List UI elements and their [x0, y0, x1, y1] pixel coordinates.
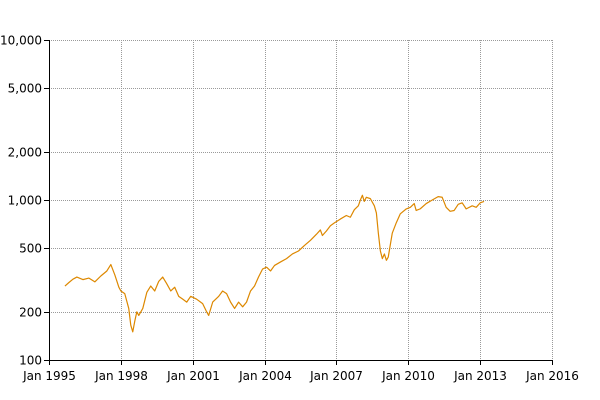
x-tick-label: Jan 2010 — [381, 369, 435, 383]
y-tick-label: 200 — [19, 306, 42, 320]
y-tick-label: 500 — [19, 242, 42, 256]
y-tick-label: 1,000 — [8, 194, 42, 208]
grid — [49, 40, 553, 361]
x-tick-label: Jan 2013 — [453, 369, 507, 383]
x-tick-label: Jan 2016 — [525, 369, 579, 383]
series-line — [64, 194, 485, 333]
x-tick-label: Jan 1998 — [94, 369, 148, 383]
tick-labels: 100 200 500 1,000 2,000 5,000 10,000 Jan 1995 Ja… — [0, 34, 579, 384]
y-tick-label: 10,000 — [0, 34, 42, 48]
y-tick-label: 2,000 — [8, 146, 42, 160]
x-tick-label: Jan 2004 — [238, 369, 292, 383]
x-tick-label: Jan 2007 — [309, 369, 363, 383]
y-tick-label: 5,000 — [8, 82, 42, 96]
x-tick-label: Jan 1995 — [22, 369, 76, 383]
x-tick-label: Jan 2001 — [166, 369, 220, 383]
axes — [44, 40, 553, 365]
series-layer — [64, 194, 485, 333]
y-tick-label: 100 — [19, 354, 42, 368]
